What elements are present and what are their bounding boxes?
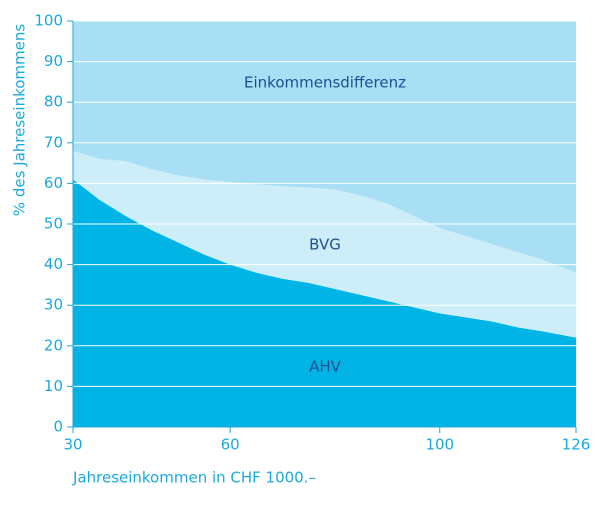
y-tick-label: 40: [44, 255, 63, 273]
y-tick-label: 60: [44, 174, 63, 192]
y-tick-label: 100: [34, 12, 63, 30]
y-tick-label: 0: [53, 418, 63, 436]
y-tick-label: 20: [44, 336, 63, 354]
x-tick-label: 126: [562, 436, 591, 454]
area: [73, 150, 576, 338]
x-tick-label: 100: [425, 436, 454, 454]
y-tick-label: 50: [44, 215, 63, 233]
area: [73, 179, 576, 427]
y-axis-label: % des Jahreseinkommens: [11, 24, 29, 217]
y-tick-label: 90: [44, 52, 63, 70]
series-label: AHV: [309, 358, 342, 376]
areas: [73, 21, 576, 427]
x-tick-label: 30: [63, 436, 82, 454]
series-label: BVG: [309, 236, 341, 254]
x-tick-label: 60: [221, 436, 240, 454]
y-tick-label: 80: [44, 93, 63, 111]
area: [73, 21, 576, 273]
y-tick-label: 10: [44, 377, 63, 395]
y-tick-label: 70: [44, 133, 63, 151]
x-axis-label: Jahreseinkommen in CHF 1000.–: [72, 469, 316, 487]
series-label: Einkommensdifferenz: [244, 74, 406, 92]
y-tick-label: 30: [44, 296, 63, 314]
